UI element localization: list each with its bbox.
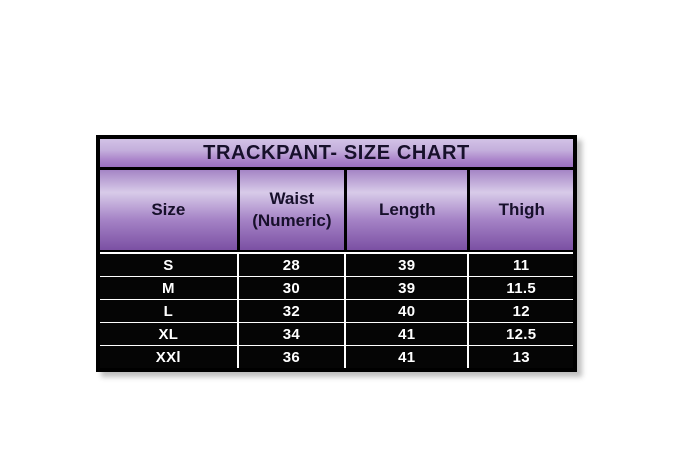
- column-header-length: Length: [344, 170, 467, 250]
- cell-size: L: [163, 302, 174, 320]
- size-chart-table: TRACKPANT- SIZE CHART Size Waist (Numeri…: [96, 135, 577, 372]
- cell-waist: 36: [236, 346, 344, 368]
- cell-thigh: 12.5: [467, 323, 572, 345]
- column-header-thigh: Thigh: [467, 170, 572, 250]
- column-header-size: Size: [151, 199, 186, 219]
- cell-waist: 34: [236, 323, 344, 345]
- table-row-m: M 30 39 11.5: [100, 276, 573, 299]
- table-row-l: L 32 40 12: [100, 299, 573, 322]
- cell-length: 39: [344, 254, 467, 276]
- cell-size: M: [161, 279, 175, 297]
- cell-size: S: [163, 256, 174, 274]
- table-row-xl: XL 34 41 12.5: [100, 322, 573, 345]
- cell-thigh: 12: [467, 300, 572, 322]
- cell-thigh: 13: [467, 346, 572, 368]
- table-row-s: S 28 39 11: [100, 254, 573, 276]
- cell-length: 40: [344, 300, 467, 322]
- cell-waist: 32: [236, 300, 344, 322]
- cell-thigh: 11.5: [467, 277, 572, 299]
- cell-size: XL: [158, 325, 179, 343]
- cell-size: XXl: [155, 348, 181, 366]
- chart-title: TRACKPANT- SIZE CHART: [100, 139, 573, 170]
- cell-waist: 30: [236, 277, 344, 299]
- cell-length: 41: [344, 346, 467, 368]
- cell-thigh: 11: [467, 254, 572, 276]
- header-row: Size Waist (Numeric) Length Thigh: [100, 170, 573, 252]
- table-body: S 28 39 11 M 30 39 11.5 L 32 40 12 XL 34…: [100, 252, 573, 368]
- cell-length: 41: [344, 323, 467, 345]
- table-row-xxl: XXl 36 41 13: [100, 345, 573, 368]
- column-header-waist: Waist (Numeric): [236, 170, 344, 250]
- cell-waist: 28: [236, 254, 344, 276]
- cell-length: 39: [344, 277, 467, 299]
